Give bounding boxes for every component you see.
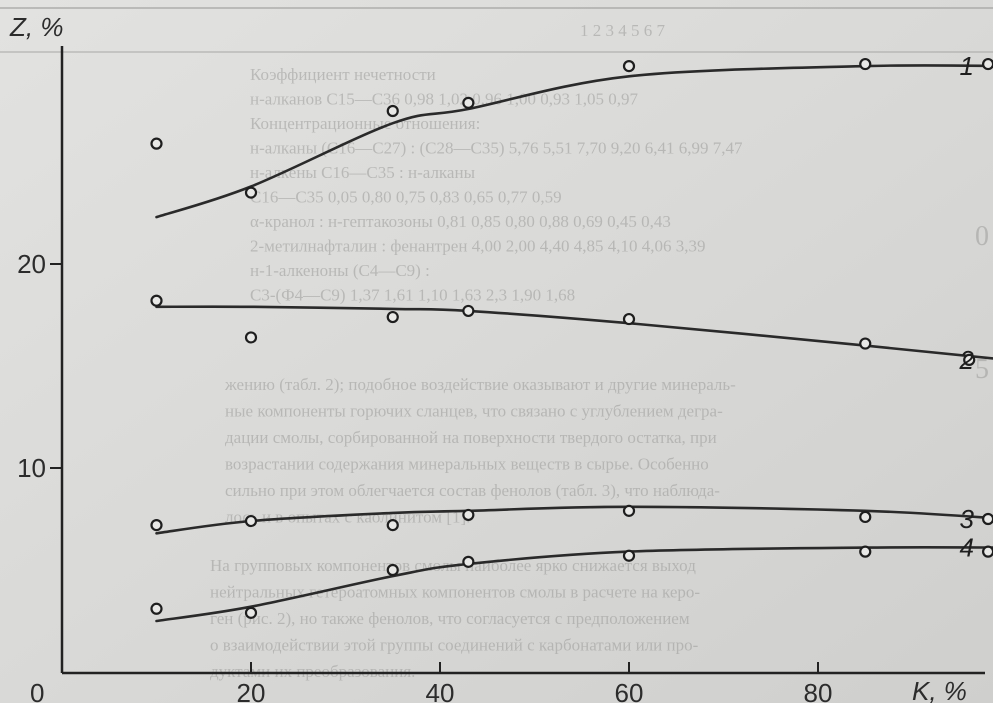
bleed-paragraph-line: о взаимодействии этой группы соединений … bbox=[210, 636, 699, 655]
bleed-table: Коэффициент нечетности н-алканов С15—С36 … bbox=[250, 65, 743, 305]
bleed-paragraph-1: жению (табл. 2); подобное воздействие ок… bbox=[224, 375, 736, 527]
bleed-paragraph-line: ген (рис. 2), но также фенолов, что согл… bbox=[210, 609, 690, 628]
data-point-2 bbox=[462, 304, 475, 318]
data-point-2 bbox=[386, 310, 399, 324]
series-labels: 1 2 34 bbox=[959, 51, 975, 562]
data-point-3 bbox=[462, 508, 475, 522]
data-point-2 bbox=[859, 337, 872, 350]
y-tick-label: 10 bbox=[17, 453, 46, 483]
bleed-paragraph-line: нейтральных гетероатомных компонентов см… bbox=[210, 583, 700, 602]
data-point-3 bbox=[982, 512, 993, 526]
data-point-4 bbox=[622, 549, 636, 562]
bleed-table-row: С16—С35 0,05 0,80 0,75 0,83 0,65 0,77 0,… bbox=[250, 188, 562, 207]
bleed-edge-mark: 5 bbox=[975, 354, 989, 385]
data-point-1 bbox=[622, 60, 636, 73]
data-point-4 bbox=[244, 606, 258, 619]
x-axis-label: K, % bbox=[912, 676, 967, 703]
bleed-table-row: 2-метилнафталин : фенантрен 4,00 2,00 4,… bbox=[250, 237, 705, 256]
data-point-1 bbox=[462, 96, 475, 109]
data-point-3 bbox=[386, 519, 399, 532]
bleed-paragraph-line: дации смолы, сорбированной на поверхност… bbox=[225, 428, 717, 447]
bleed-table-row: α-кранол : н-гептакозоны 0,81 0,85 0,80 … bbox=[250, 212, 671, 231]
data-point-4 bbox=[462, 555, 475, 568]
data-point-2 bbox=[622, 312, 636, 326]
bleed-table-row: Коэффициент нечетности bbox=[250, 65, 436, 84]
x-tick-label: 20 bbox=[237, 678, 266, 703]
bleed-header-row: 1 2 3 4 5 6 7 bbox=[580, 21, 666, 40]
data-point-3 bbox=[244, 514, 258, 528]
x-tick-label: 60 bbox=[615, 678, 644, 703]
data-point-2 bbox=[963, 353, 976, 366]
data-point-3 bbox=[150, 519, 163, 532]
axis-tick-labels: 0 20 40 60 80 10 20 bbox=[17, 249, 832, 703]
data-point-2 bbox=[150, 294, 163, 307]
series-label-2: 2 bbox=[959, 345, 975, 375]
data-point-3 bbox=[622, 504, 636, 517]
series-line-3 bbox=[155, 505, 993, 535]
bleed-paragraph-line: ные компоненты горючих сланцев, что связ… bbox=[225, 402, 723, 421]
data-point-2 bbox=[244, 331, 258, 344]
y-tick-label: 20 bbox=[17, 249, 46, 279]
y-axis-label: Z, % bbox=[9, 12, 63, 42]
chart: 0 20 40 60 80 10 20 Z, % K, % 1 2 34 bbox=[9, 12, 993, 703]
data-point-1 bbox=[859, 57, 872, 71]
data-point-1 bbox=[150, 137, 163, 150]
bleed-table-row: н-1-алкеноны (С4—С9) : bbox=[250, 261, 430, 280]
bleed-through-text: 1 2 3 4 5 6 7 Коэффициент нечетности н-ал… bbox=[0, 7, 993, 681]
data-point-4 bbox=[150, 602, 163, 615]
series-label-4: 4 bbox=[960, 533, 974, 563]
bleed-table-row: н-алканов С15—С36 0,98 1,02 0,96 1,00 0,… bbox=[250, 90, 639, 109]
data-point-3 bbox=[859, 510, 872, 524]
data-point-4 bbox=[982, 545, 993, 558]
data-point-1 bbox=[982, 57, 993, 71]
bleed-paragraph-line: дуктами их преобразования. bbox=[210, 662, 415, 681]
series-markers bbox=[150, 57, 993, 619]
bleed-paragraph-line: сильно при этом облегчается состав фенол… bbox=[225, 481, 720, 500]
x-tick-label: 0 bbox=[30, 678, 44, 703]
x-tick-label: 80 bbox=[804, 678, 833, 703]
data-point-1 bbox=[386, 104, 399, 118]
axis-ticks bbox=[50, 263, 819, 673]
data-point-1 bbox=[244, 186, 258, 199]
bleed-table-row: н-алканы (С16—С27) : (С28—С35) 5,76 5,51… bbox=[250, 139, 743, 158]
x-tick-label: 40 bbox=[426, 678, 455, 703]
bleed-table-row: Концентрационные отношения: bbox=[250, 114, 480, 133]
bleed-edge-mark: 0 bbox=[975, 221, 989, 252]
bleed-table-row: н-алкены С16—С35 : н-алканы bbox=[250, 163, 476, 182]
data-point-4 bbox=[386, 563, 399, 577]
bleed-table-row: С3-(Ф4—С9) 1,37 1,61 1,10 1,63 2,3 1,90 … bbox=[250, 286, 575, 305]
bleed-paragraph-line: жению (табл. 2); подобное воздействие ок… bbox=[224, 375, 736, 394]
series-label-3: 3 bbox=[960, 504, 975, 534]
series-label-1: 1 bbox=[960, 51, 974, 81]
data-point-4 bbox=[859, 545, 872, 558]
bleed-paragraph-line: возрастании содержания минеральных вещес… bbox=[225, 455, 709, 474]
